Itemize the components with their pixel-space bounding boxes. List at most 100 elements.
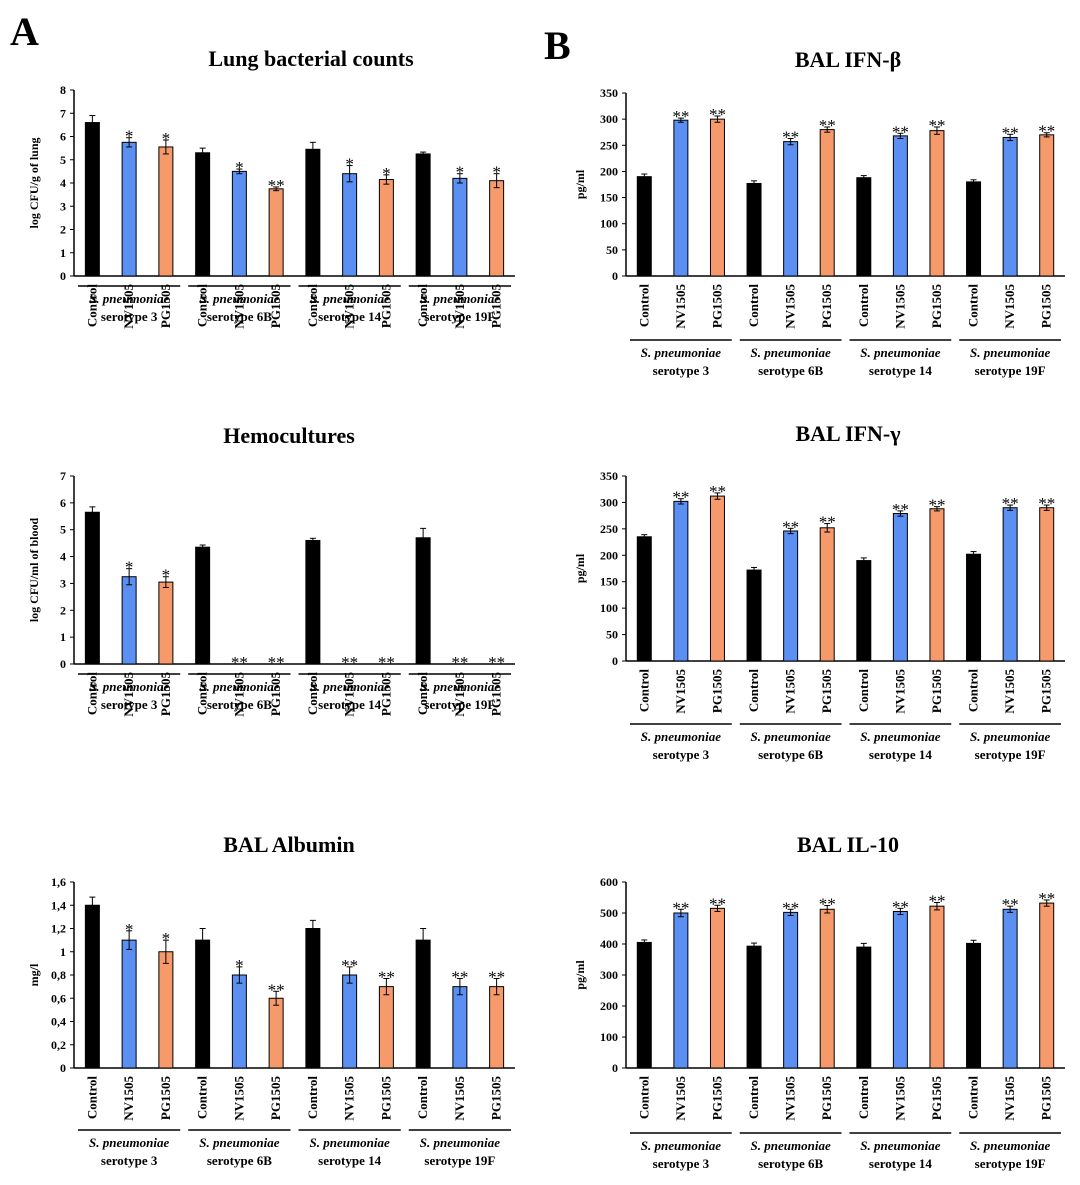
- bar-nv1505: [1002, 507, 1018, 662]
- x-tick-label: PG1505: [709, 284, 724, 329]
- chart-alb: BAL Albumin mg/l 0 0,2 0,4 0,6 0,8 1 1,2 1,4 1,6 Co…: [27, 832, 515, 1168]
- x-tick-label: NV1505: [783, 1076, 798, 1121]
- x-tick-label: Control: [636, 1076, 651, 1119]
- x-tick-label: PG1505: [819, 669, 834, 714]
- y-tick-label: 0: [612, 1061, 618, 1075]
- significance-label: **: [672, 898, 689, 917]
- x-tick-label: Control: [856, 669, 871, 712]
- x-tick-label: PG1505: [819, 284, 834, 329]
- group-label-species: S. pneumoniae: [751, 1138, 831, 1153]
- y-axis-label: pg/ml: [573, 960, 587, 990]
- x-tick-label: Control: [305, 284, 320, 327]
- y-tick-label: 1: [60, 630, 66, 644]
- y-tick-label: 0: [612, 269, 618, 283]
- bar-control: [966, 181, 982, 277]
- significance-label: **: [1002, 895, 1019, 914]
- x-tick-label: NV1505: [452, 1076, 467, 1121]
- significance-label: **: [709, 482, 726, 501]
- y-tick-label: 0,4: [51, 1015, 66, 1029]
- group-label-species: S. pneumoniae: [641, 729, 721, 744]
- group-label-species: S. pneumoniae: [199, 291, 279, 306]
- bar-control: [636, 941, 652, 1069]
- x-tick-label: PG1505: [268, 672, 283, 717]
- bar-control: [636, 536, 652, 662]
- significance-label: *: [162, 929, 171, 948]
- significance-label: *: [382, 164, 391, 183]
- bar-nv1505: [783, 911, 799, 1069]
- chart-title: Hemocultures: [223, 423, 355, 448]
- bar-pg1505: [268, 188, 284, 277]
- panel-label-b: B: [544, 23, 571, 68]
- chart-ifnb: BAL IFN-β pg/ml 0 50 100 150 200 250 300 350 Contr…: [573, 47, 1065, 378]
- bar-control: [746, 945, 762, 1069]
- y-axis-label: pg/ml: [573, 553, 587, 583]
- group-label-species: S. pneumoniae: [310, 291, 390, 306]
- y-axis-label: log CFU/ml of blood: [27, 518, 41, 623]
- bar-pg1505: [709, 495, 725, 662]
- x-tick-label: NV1505: [342, 284, 357, 329]
- x-tick-label: NV1505: [892, 284, 907, 329]
- bar-control: [746, 182, 762, 277]
- y-tick-label: 100: [600, 601, 618, 615]
- x-tick-label: PG1505: [929, 669, 944, 714]
- y-tick-label: 0: [60, 269, 66, 283]
- y-tick-label: 3: [60, 199, 66, 213]
- group-label-species: S. pneumoniae: [420, 679, 500, 694]
- bar-pg1505: [929, 905, 945, 1069]
- x-tick-label: PG1505: [378, 672, 393, 717]
- x-tick-label: NV1505: [452, 672, 467, 717]
- group-label-serotype: serotype 19F: [975, 747, 1046, 762]
- y-tick-label: 0: [612, 654, 618, 668]
- bar-control: [746, 569, 762, 662]
- group-label-serotype: serotype 3: [653, 363, 710, 378]
- significance-label: *: [235, 956, 244, 975]
- y-tick-label: 0,8: [51, 968, 66, 982]
- group-label-species: S. pneumoniae: [860, 729, 940, 744]
- x-tick-label: NV1505: [121, 672, 136, 717]
- y-tick-label: 300: [600, 495, 618, 509]
- bar-control: [415, 939, 431, 1069]
- significance-label: **: [451, 653, 468, 672]
- significance-label: **: [819, 116, 836, 135]
- bar-nv1505: [892, 910, 908, 1069]
- x-tick-label: Control: [746, 669, 761, 712]
- group-label-species: S. pneumoniae: [310, 679, 390, 694]
- bar-pg1505: [819, 129, 835, 277]
- group-label-serotype: serotype 3: [101, 1153, 158, 1168]
- chart-lung: Lung bacterial counts log CFU/g of lung 0 1…: [27, 46, 515, 329]
- y-tick-label: 2: [60, 603, 66, 617]
- x-tick-label: PG1505: [709, 669, 724, 714]
- y-tick-label: 4: [60, 176, 66, 190]
- x-tick-label: NV1505: [1002, 1076, 1017, 1121]
- x-tick-label: NV1505: [231, 1076, 246, 1121]
- significance-label: *: [492, 163, 501, 182]
- y-tick-label: 300: [600, 112, 618, 126]
- x-tick-label: PG1505: [268, 284, 283, 329]
- x-tick-label: NV1505: [783, 284, 798, 329]
- x-tick-label: PG1505: [709, 1076, 724, 1121]
- significance-label: **: [709, 894, 726, 913]
- bar-control: [195, 939, 211, 1069]
- bar-nv1505: [673, 912, 689, 1069]
- y-tick-label: 1,4: [51, 898, 66, 912]
- group-label-serotype: serotype 14: [318, 697, 381, 712]
- significance-label: **: [341, 653, 358, 672]
- x-tick-label: NV1505: [231, 672, 246, 717]
- x-tick-label: Control: [856, 1076, 871, 1119]
- x-tick-label: Control: [305, 672, 320, 715]
- significance-label: **: [1002, 494, 1019, 513]
- y-tick-label: 7: [60, 469, 66, 483]
- x-tick-label: Control: [746, 284, 761, 327]
- group-label-species: S. pneumoniae: [199, 679, 279, 694]
- bar-pg1505: [268, 997, 284, 1069]
- x-tick-label: NV1505: [342, 672, 357, 717]
- x-tick-label: NV1505: [1002, 284, 1017, 329]
- group-label-species: S. pneumoniae: [420, 291, 500, 306]
- group-label-species: S. pneumoniae: [970, 729, 1050, 744]
- x-tick-label: Control: [84, 672, 99, 715]
- significance-label: **: [231, 653, 248, 672]
- group-label-species: S. pneumoniae: [751, 729, 831, 744]
- group-label-serotype: serotype 14: [869, 747, 932, 762]
- x-tick-label: Control: [415, 284, 430, 327]
- x-tick-label: Control: [966, 1076, 981, 1119]
